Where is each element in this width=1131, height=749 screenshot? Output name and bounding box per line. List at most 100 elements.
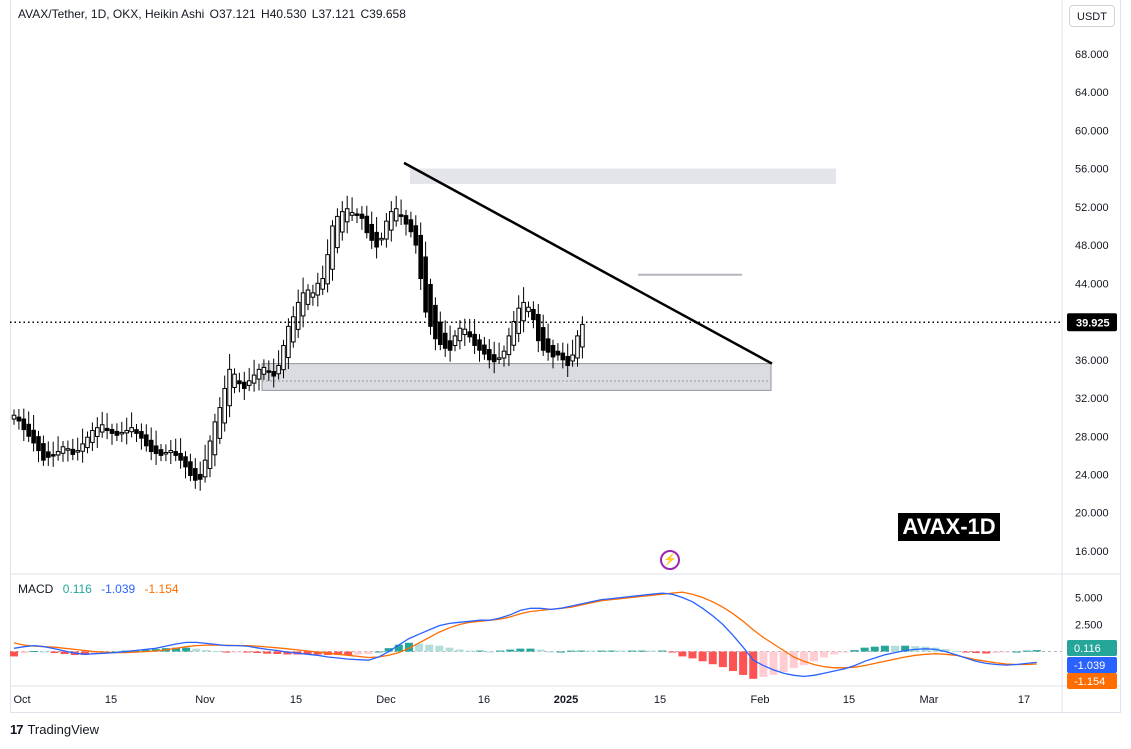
candle-body[interactable]	[60, 446, 66, 454]
candle-body[interactable]	[418, 234, 423, 280]
candle-body[interactable]	[340, 211, 345, 233]
candle-body[interactable]	[330, 225, 335, 270]
candle-body[interactable]	[320, 278, 325, 290]
candle-body[interactable]	[183, 456, 188, 468]
candle-body[interactable]	[447, 340, 453, 351]
lightning-icon[interactable]: ⚡	[660, 550, 680, 570]
candle-body[interactable]	[173, 451, 178, 456]
candle-body[interactable]	[423, 256, 428, 313]
candle-body[interactable]	[286, 325, 291, 359]
candle-body[interactable]	[291, 316, 296, 343]
candle-body[interactable]	[26, 423, 31, 437]
candle-body[interactable]	[354, 213, 360, 216]
candle-body[interactable]	[276, 365, 281, 375]
candle-body[interactable]	[506, 335, 512, 356]
candle-body[interactable]	[178, 452, 183, 461]
candle-body[interactable]	[237, 380, 242, 385]
candle-body[interactable]	[472, 333, 477, 346]
candle-body[interactable]	[41, 443, 46, 461]
candle-body[interactable]	[16, 416, 22, 422]
candle-body[interactable]	[129, 427, 134, 433]
candle-body[interactable]	[251, 374, 257, 384]
candle-body[interactable]	[511, 321, 517, 346]
candle-body[interactable]	[21, 418, 27, 431]
macd-line[interactable]	[13, 592, 1037, 678]
candle-body[interactable]	[222, 387, 227, 424]
candle-body[interactable]	[109, 428, 115, 434]
candle-body[interactable]	[202, 459, 208, 478]
candle-body[interactable]	[565, 355, 571, 367]
candle-body[interactable]	[487, 349, 492, 361]
candle-body[interactable]	[114, 430, 120, 436]
candle-body[interactable]	[531, 308, 536, 321]
candle-body[interactable]	[393, 208, 399, 222]
candle-body[interactable]	[364, 215, 370, 234]
candle-body[interactable]	[55, 451, 61, 456]
candle-body[interactable]	[95, 427, 100, 437]
candle-body[interactable]	[134, 429, 139, 434]
candle-body[interactable]	[526, 306, 531, 313]
candle-body[interactable]	[545, 338, 551, 353]
footer-branding[interactable]: 17 TradingView	[10, 722, 99, 737]
candle-body[interactable]	[227, 368, 232, 407]
candle-body[interactable]	[188, 461, 193, 476]
candle-body[interactable]	[403, 215, 409, 225]
candle-body[interactable]	[555, 350, 561, 356]
candle-body[interactable]	[344, 208, 350, 223]
candle-body[interactable]	[369, 223, 374, 241]
candle-body[interactable]	[266, 370, 272, 373]
candle-body[interactable]	[374, 231, 379, 248]
candle-body[interactable]	[148, 439, 154, 453]
candle-body[interactable]	[550, 345, 556, 358]
candle-body[interactable]	[80, 443, 85, 452]
candle-body[interactable]	[462, 328, 468, 335]
candle-body[interactable]	[197, 473, 203, 480]
candle-body[interactable]	[104, 427, 110, 432]
candle-body[interactable]	[70, 448, 76, 455]
candle-body[interactable]	[310, 292, 316, 298]
candle-body[interactable]	[193, 468, 198, 481]
candle-body[interactable]	[46, 451, 51, 458]
candle-body[interactable]	[428, 283, 433, 327]
candle-body[interactable]	[261, 366, 267, 375]
candle-body[interactable]	[256, 368, 262, 380]
candle-body[interactable]	[163, 452, 169, 455]
candle-body[interactable]	[153, 445, 159, 454]
candle-body[interactable]	[482, 344, 487, 355]
candle-body[interactable]	[501, 350, 507, 359]
candle-body[interactable]	[325, 254, 330, 285]
macd-signal-line[interactable]	[13, 591, 1037, 669]
candle-body[interactable]	[491, 354, 497, 363]
candle-body[interactable]	[119, 431, 125, 435]
candle-body[interactable]	[452, 335, 458, 347]
candle-body[interactable]	[246, 380, 252, 386]
candle-body[interactable]	[305, 289, 311, 305]
candle-body[interactable]	[36, 436, 41, 452]
candle-body[interactable]	[349, 212, 355, 216]
candle-body[interactable]	[315, 282, 321, 296]
candle-body[interactable]	[384, 220, 389, 240]
candle-body[interactable]	[232, 373, 237, 389]
candle-body[interactable]	[560, 352, 566, 361]
candle-body[interactable]	[408, 219, 414, 233]
candle-body[interactable]	[536, 314, 541, 342]
candle-body[interactable]	[85, 436, 90, 449]
candle-body[interactable]	[389, 211, 394, 231]
candle-body[interactable]	[438, 321, 443, 345]
candle-body[interactable]	[217, 407, 223, 439]
candle-body[interactable]	[281, 344, 286, 371]
candle-body[interactable]	[31, 429, 36, 444]
macd-label[interactable]: MACD	[18, 582, 54, 596]
candle-body[interactable]	[168, 450, 174, 454]
candle-body[interactable]	[50, 454, 56, 457]
candle-body[interactable]	[521, 301, 526, 322]
candle-body[interactable]	[575, 335, 580, 359]
candle-body[interactable]	[413, 225, 419, 246]
candle-body[interactable]	[124, 430, 130, 434]
candle-body[interactable]	[75, 450, 81, 453]
candle-body[interactable]	[271, 371, 276, 377]
candle-body[interactable]	[496, 357, 502, 360]
candle-body[interactable]	[442, 332, 448, 349]
symbol-title[interactable]: AVAX/Tether, 1D, OKX, Heikin Ashi	[18, 7, 205, 21]
